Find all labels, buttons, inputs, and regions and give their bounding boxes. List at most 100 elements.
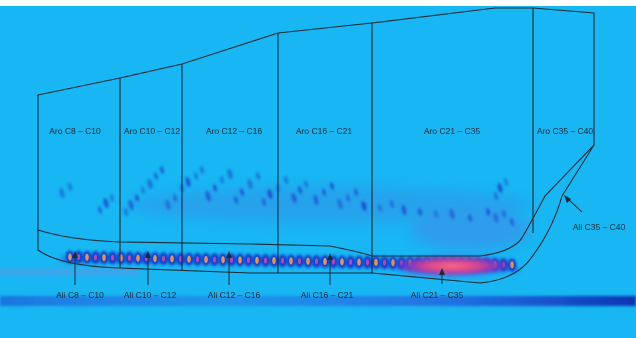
peak-spot bbox=[147, 179, 153, 189]
peak-spot bbox=[262, 198, 266, 206]
peak-spot bbox=[298, 186, 302, 194]
peak-spot bbox=[59, 188, 65, 198]
aro-label-c8-c10: Aro C8 – C10 bbox=[49, 126, 101, 136]
peak-spot bbox=[247, 179, 253, 189]
ali-label-c21-c35: Ali C21 – C35 bbox=[411, 290, 464, 300]
peak-spot bbox=[297, 258, 302, 265]
peak-spot bbox=[154, 172, 158, 180]
diffuse-haze bbox=[130, 187, 530, 250]
peak-spot bbox=[178, 255, 183, 262]
peak-spot bbox=[212, 256, 217, 263]
aliphatic-region-labels: Ali C8 – C10 Ali C10 – C12 Ali C12 – C16… bbox=[56, 222, 625, 300]
peak-spot bbox=[322, 188, 326, 196]
peak-spot bbox=[390, 200, 394, 208]
peak-spot bbox=[128, 200, 134, 210]
aro-label-c12-c16: Aro C12 – C16 bbox=[206, 126, 262, 136]
peak-spot bbox=[502, 210, 506, 218]
peak-spot bbox=[229, 256, 234, 263]
peak-spot bbox=[68, 253, 72, 261]
peak-spot bbox=[357, 258, 361, 266]
peak-spot bbox=[374, 258, 378, 267]
peak-spot bbox=[185, 177, 191, 187]
peak-spot bbox=[323, 257, 327, 266]
peak-spot bbox=[493, 213, 499, 223]
peak-spot bbox=[504, 178, 508, 186]
peak-spot bbox=[291, 193, 297, 203]
peak-spot bbox=[220, 176, 224, 184]
peak-spot bbox=[110, 254, 115, 261]
peak-spot bbox=[127, 255, 132, 262]
peak-spot bbox=[272, 257, 276, 265]
ali-label-c12-c16: Ali C12 – C16 bbox=[208, 290, 261, 300]
peak-spot bbox=[314, 258, 319, 265]
peak-spot bbox=[85, 253, 89, 261]
peak-spot bbox=[240, 188, 244, 196]
peak-spot bbox=[98, 206, 102, 214]
aromatic-region-labels: Aro C8 – C10 Aro C10 – C12 Aro C12 – C16… bbox=[49, 126, 593, 136]
ali-label-c35-c40: Ali C35 – C40 bbox=[573, 222, 626, 232]
peak-spot bbox=[354, 188, 358, 196]
peak-spot bbox=[213, 184, 217, 192]
peak-spot bbox=[280, 257, 285, 264]
peak-spot bbox=[340, 258, 344, 266]
ali-c21-c35-hotspot bbox=[390, 255, 514, 277]
peak-spot bbox=[165, 200, 171, 210]
peak-spot bbox=[195, 256, 200, 263]
peak-spot bbox=[227, 169, 233, 179]
peak-spot bbox=[141, 186, 145, 194]
peak-spot bbox=[331, 258, 336, 265]
peak-spot bbox=[221, 256, 225, 264]
peak-spot bbox=[187, 255, 191, 263]
peak-spot bbox=[255, 256, 259, 264]
aro-label-c10-c12: Aro C10 – C12 bbox=[124, 126, 180, 136]
peak-spot bbox=[161, 255, 166, 262]
peak-spot bbox=[103, 198, 109, 208]
peak-spot bbox=[153, 254, 157, 263]
peak-spot bbox=[306, 257, 310, 265]
aro-label-c16-c21: Aro C16 – C21 bbox=[296, 126, 352, 136]
ali-label-c8-c10: Ali C8 – C10 bbox=[56, 290, 104, 300]
peak-spot bbox=[337, 199, 343, 209]
peak-spot bbox=[173, 194, 177, 202]
peak-spot bbox=[304, 180, 308, 188]
peak-spot bbox=[204, 255, 208, 264]
aromatic-peak-spots bbox=[59, 166, 514, 226]
peak-spot bbox=[124, 208, 128, 216]
aliphatic-lower-boundary bbox=[37, 144, 595, 284]
peak-spot bbox=[365, 259, 370, 266]
peak-spot bbox=[313, 195, 319, 205]
peak-spot bbox=[160, 166, 164, 174]
peak-spot bbox=[289, 257, 293, 265]
peak-spot bbox=[378, 204, 382, 212]
peak-spot bbox=[68, 183, 72, 191]
aliphatic-arrows bbox=[72, 195, 583, 285]
peak-spot bbox=[330, 182, 334, 190]
region-outlines bbox=[37, 7, 595, 284]
peak-spot bbox=[170, 255, 174, 263]
peak-spot bbox=[348, 258, 353, 265]
peak-spot bbox=[510, 218, 514, 226]
peak-spot bbox=[102, 254, 106, 262]
ali-label-c16-c21: Ali C16 – C21 bbox=[301, 290, 354, 300]
aro-label-c21-c35: Aro C21 – C35 bbox=[424, 126, 480, 136]
peak-spot bbox=[256, 172, 260, 180]
peak-spot bbox=[382, 259, 387, 266]
peak-spot bbox=[263, 257, 268, 264]
peak-spot bbox=[234, 196, 238, 204]
peak-spot bbox=[497, 183, 503, 193]
peak-spot bbox=[284, 176, 288, 184]
chromatogram-background bbox=[0, 6, 636, 338]
ali-label-c10-c12: Ali C10 – C12 bbox=[124, 290, 177, 300]
peak-spot bbox=[468, 214, 472, 222]
peak-spot bbox=[246, 257, 251, 264]
peak-spot bbox=[136, 254, 140, 262]
peak-spot bbox=[494, 192, 498, 200]
peak-spot bbox=[238, 256, 242, 264]
peak-spot bbox=[110, 194, 114, 202]
peak-spot bbox=[200, 166, 204, 174]
peak-spot bbox=[486, 208, 490, 216]
baseline-streak bbox=[0, 268, 636, 306]
peak-spot bbox=[76, 254, 81, 261]
peak-spot bbox=[267, 189, 273, 199]
